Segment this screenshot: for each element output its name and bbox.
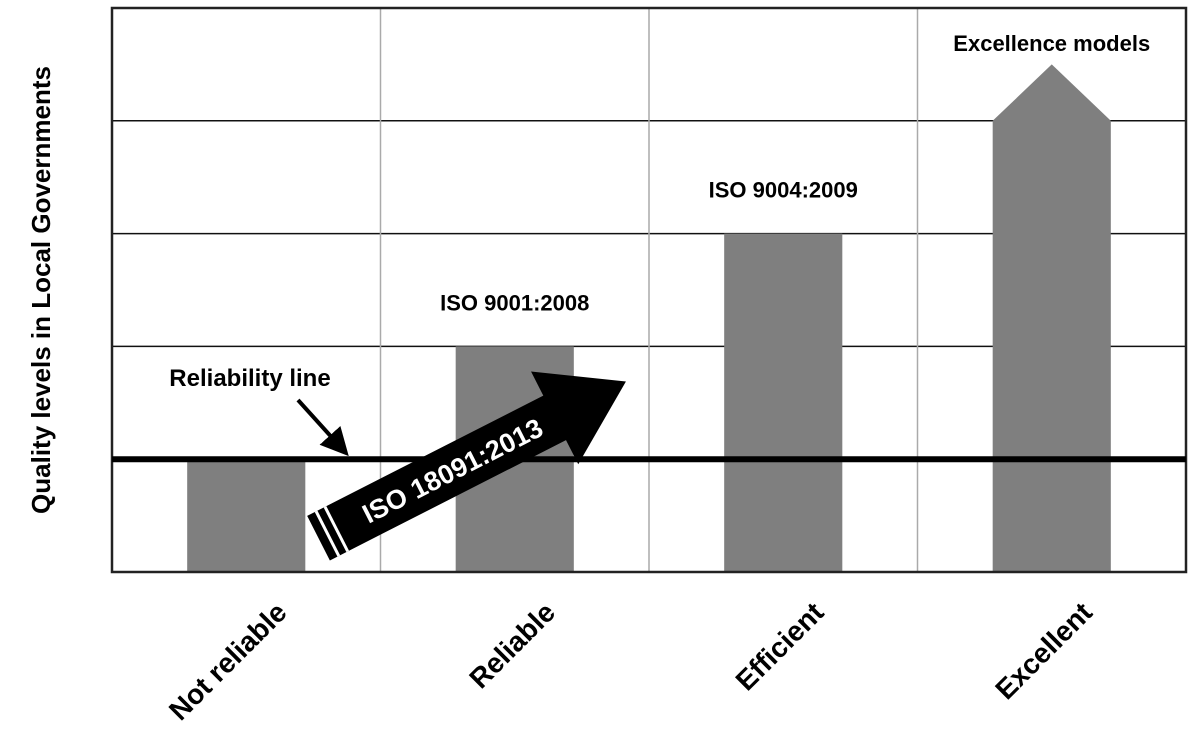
x-tick-label: Efficient [730,596,830,696]
bar-label: Excellence models [953,31,1150,56]
bar-labels: ISO 9001:2008 ISO 9004:2009 Excellence mod… [440,31,1150,315]
bar-excellent [992,64,1111,573]
bar-label: ISO 9004:2009 [709,178,858,203]
plot-frame [110,6,1188,574]
reliability-line-pointer [296,398,349,457]
reliability-line-label: Reliability line [169,365,330,392]
transition-arrow-stripe-2 [323,506,350,553]
bar-not-reliable [187,459,306,572]
transition-arrow-shape [307,371,626,561]
transition-arrow-stripe-1 [314,510,341,557]
bar-efficient [724,233,843,572]
x-tick-label: Not reliable [163,596,293,726]
x-tick-label: Reliable [463,596,561,694]
x-tick-label: Excellent [989,596,1098,705]
y-axis-label: Quality levels in Local Governments [26,66,56,514]
bar-label: ISO 9001:2008 [440,290,589,315]
x-tick-labels: Not reliable Reliable Efficient Excellent [163,596,1098,726]
